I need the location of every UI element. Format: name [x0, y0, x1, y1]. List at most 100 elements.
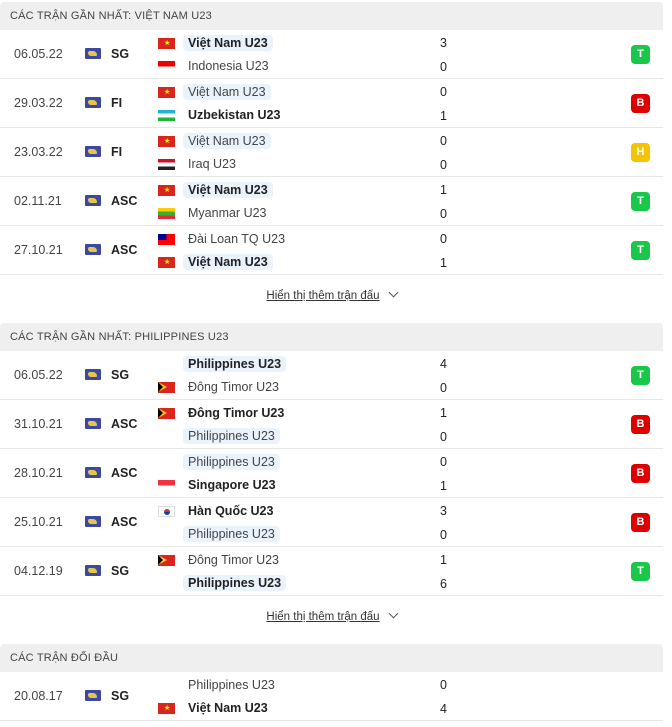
team[interactable]: ★ Việt Nam U23 — [158, 33, 273, 53]
away-score: 0 — [440, 528, 447, 542]
team-name[interactable]: Đông Timor U23 — [188, 553, 280, 567]
team-name[interactable]: Đông Timor U23 — [188, 380, 280, 394]
competition-name: ASC — [111, 515, 138, 529]
match-row[interactable]: 25.10.21 ASC Hàn Quốc U23 Philippines U23… — [0, 498, 663, 547]
team[interactable]: ★ Việt Nam U23 — [158, 180, 273, 200]
team[interactable]: Philippines U23 — [158, 675, 280, 695]
competition-name: SG — [111, 368, 130, 382]
match-row[interactable]: 27.10.21 ASC Đài Loan TQ U23 ★ Việt Nam U2… — [0, 226, 663, 275]
match-date: 25.10.21 — [14, 515, 63, 529]
competition-icon — [85, 565, 101, 576]
section-header: CÁC TRẬN GẦN NHẤT: VIỆT NAM U23 — [0, 2, 663, 30]
match-row[interactable]: 23.03.22 FI ★ Việt Nam U23 Iraq U23 0 0 H — [0, 128, 663, 177]
team[interactable]: Myanmar U23 — [158, 203, 272, 223]
team-name[interactable]: Iraq U23 — [188, 157, 236, 171]
competition-name: FI — [111, 145, 123, 159]
match-date: 28.10.21 — [14, 466, 63, 480]
team[interactable]: Philippines U23 — [158, 573, 287, 593]
home-score: 0 — [440, 85, 447, 99]
team[interactable]: Hàn Quốc U23 — [158, 501, 278, 521]
result-badge: T — [631, 366, 650, 385]
away-score: 0 — [440, 381, 447, 395]
team-name[interactable]: Đông Timor U23 — [188, 406, 285, 420]
team-name[interactable]: Indonesia U23 — [188, 59, 269, 73]
away-score: 0 — [440, 207, 447, 221]
flag-ph-icon — [158, 577, 175, 589]
team-name[interactable]: Philippines U23 — [183, 428, 280, 444]
away-score: 0 — [440, 430, 447, 444]
flag-tl-icon — [158, 554, 175, 566]
team[interactable]: ★ Việt Nam U23 — [158, 252, 273, 272]
match-row[interactable]: 31.10.21 ASC Đông Timor U23 Philippines U… — [0, 400, 663, 449]
home-score: 4 — [440, 357, 447, 371]
team-name[interactable]: Việt Nam U23 — [183, 133, 271, 149]
away-score: 1 — [440, 256, 447, 270]
match-row[interactable]: 28.10.21 ASC Philippines U23 Singapore U2… — [0, 449, 663, 498]
home-score: 3 — [440, 504, 447, 518]
match-row[interactable]: 20.08.17 SG Philippines U23 ★ Việt Nam U23… — [0, 672, 663, 721]
show-more-link[interactable]: Hiển thị thêm trận đấu — [266, 290, 380, 302]
match-row[interactable]: 02.11.21 ASC ★ Việt Nam U23 Myanmar U23 1 … — [0, 177, 663, 226]
team[interactable]: ★ Việt Nam U23 — [158, 131, 271, 151]
flag-vn-icon: ★ — [158, 135, 175, 147]
team-name[interactable]: Philippines U23 — [183, 526, 280, 542]
match-history: CÁC TRẬN GẦN NHẤT: VIỆT NAM U23 06.05.22… — [0, 2, 663, 721]
team-name[interactable]: Việt Nam U23 — [183, 35, 273, 51]
team-name[interactable]: Việt Nam U23 — [183, 254, 273, 270]
flag-ph-icon — [158, 430, 175, 442]
chevron-down-icon[interactable] — [388, 287, 399, 298]
match-date: 04.12.19 — [14, 564, 63, 578]
match-row[interactable]: 06.05.22 SG Philippines U23 Đông Timor U2… — [0, 351, 663, 400]
team-name[interactable]: Việt Nam U23 — [183, 182, 273, 198]
team[interactable]: Philippines U23 — [158, 524, 280, 544]
flag-tw-icon — [158, 233, 175, 245]
show-more: Hiển thị thêm trận đấu — [0, 596, 663, 644]
team[interactable]: Đông Timor U23 — [158, 403, 289, 423]
team[interactable]: Đông Timor U23 — [158, 377, 284, 397]
competition-icon — [85, 146, 101, 157]
match-row[interactable]: 06.05.22 SG ★ Việt Nam U23 Indonesia U23 3… — [0, 30, 663, 79]
team-name[interactable]: Philippines U23 — [183, 575, 287, 591]
team[interactable]: Iraq U23 — [158, 154, 241, 174]
home-score: 1 — [440, 406, 447, 420]
match-row[interactable]: 29.03.22 FI ★ Việt Nam U23 Uzbekistan U23 … — [0, 79, 663, 128]
flag-vn-icon: ★ — [158, 256, 175, 268]
team-name[interactable]: Đài Loan TQ U23 — [188, 232, 286, 246]
team-name[interactable]: Philippines U23 — [183, 356, 287, 372]
competition-name: ASC — [111, 194, 138, 208]
result-badge: B — [631, 94, 650, 113]
home-score: 0 — [440, 134, 447, 148]
competition-name: ASC — [111, 243, 138, 257]
team-name[interactable]: Hàn Quốc U23 — [188, 504, 274, 518]
home-score: 1 — [440, 183, 447, 197]
team[interactable]: Philippines U23 — [158, 354, 287, 374]
team[interactable]: ★ Việt Nam U23 — [158, 82, 271, 102]
competition-icon — [85, 516, 101, 527]
team-name[interactable]: Việt Nam U23 — [183, 84, 271, 100]
team[interactable]: ★ Việt Nam U23 — [158, 698, 273, 718]
result-badge: H — [631, 143, 650, 162]
show-more-link[interactable]: Hiển thị thêm trận đấu — [266, 611, 380, 623]
team[interactable]: Philippines U23 — [158, 452, 280, 472]
flag-vn-icon: ★ — [158, 184, 175, 196]
result-badge: T — [631, 45, 650, 64]
team[interactable]: Đông Timor U23 — [158, 550, 284, 570]
team[interactable]: Đài Loan TQ U23 — [158, 229, 290, 249]
team-name[interactable]: Singapore U23 — [188, 478, 276, 492]
team-name[interactable]: Việt Nam U23 — [188, 701, 268, 715]
team-name[interactable]: Philippines U23 — [188, 678, 275, 692]
away-score: 1 — [440, 109, 447, 123]
team[interactable]: Indonesia U23 — [158, 56, 274, 76]
chevron-down-icon[interactable] — [388, 608, 399, 619]
team-name[interactable]: Philippines U23 — [183, 454, 280, 470]
match-row[interactable]: 04.12.19 SG Đông Timor U23 Philippines U2… — [0, 547, 663, 596]
away-score: 6 — [440, 577, 447, 591]
flag-sg-icon — [158, 479, 175, 491]
competition-icon — [85, 369, 101, 380]
team[interactable]: Uzbekistan U23 — [158, 105, 285, 125]
team[interactable]: Philippines U23 — [158, 426, 280, 446]
team[interactable]: Singapore U23 — [158, 475, 281, 495]
team-name[interactable]: Myanmar U23 — [188, 206, 267, 220]
team-name[interactable]: Uzbekistan U23 — [188, 108, 281, 122]
flag-vn-icon: ★ — [158, 86, 175, 98]
